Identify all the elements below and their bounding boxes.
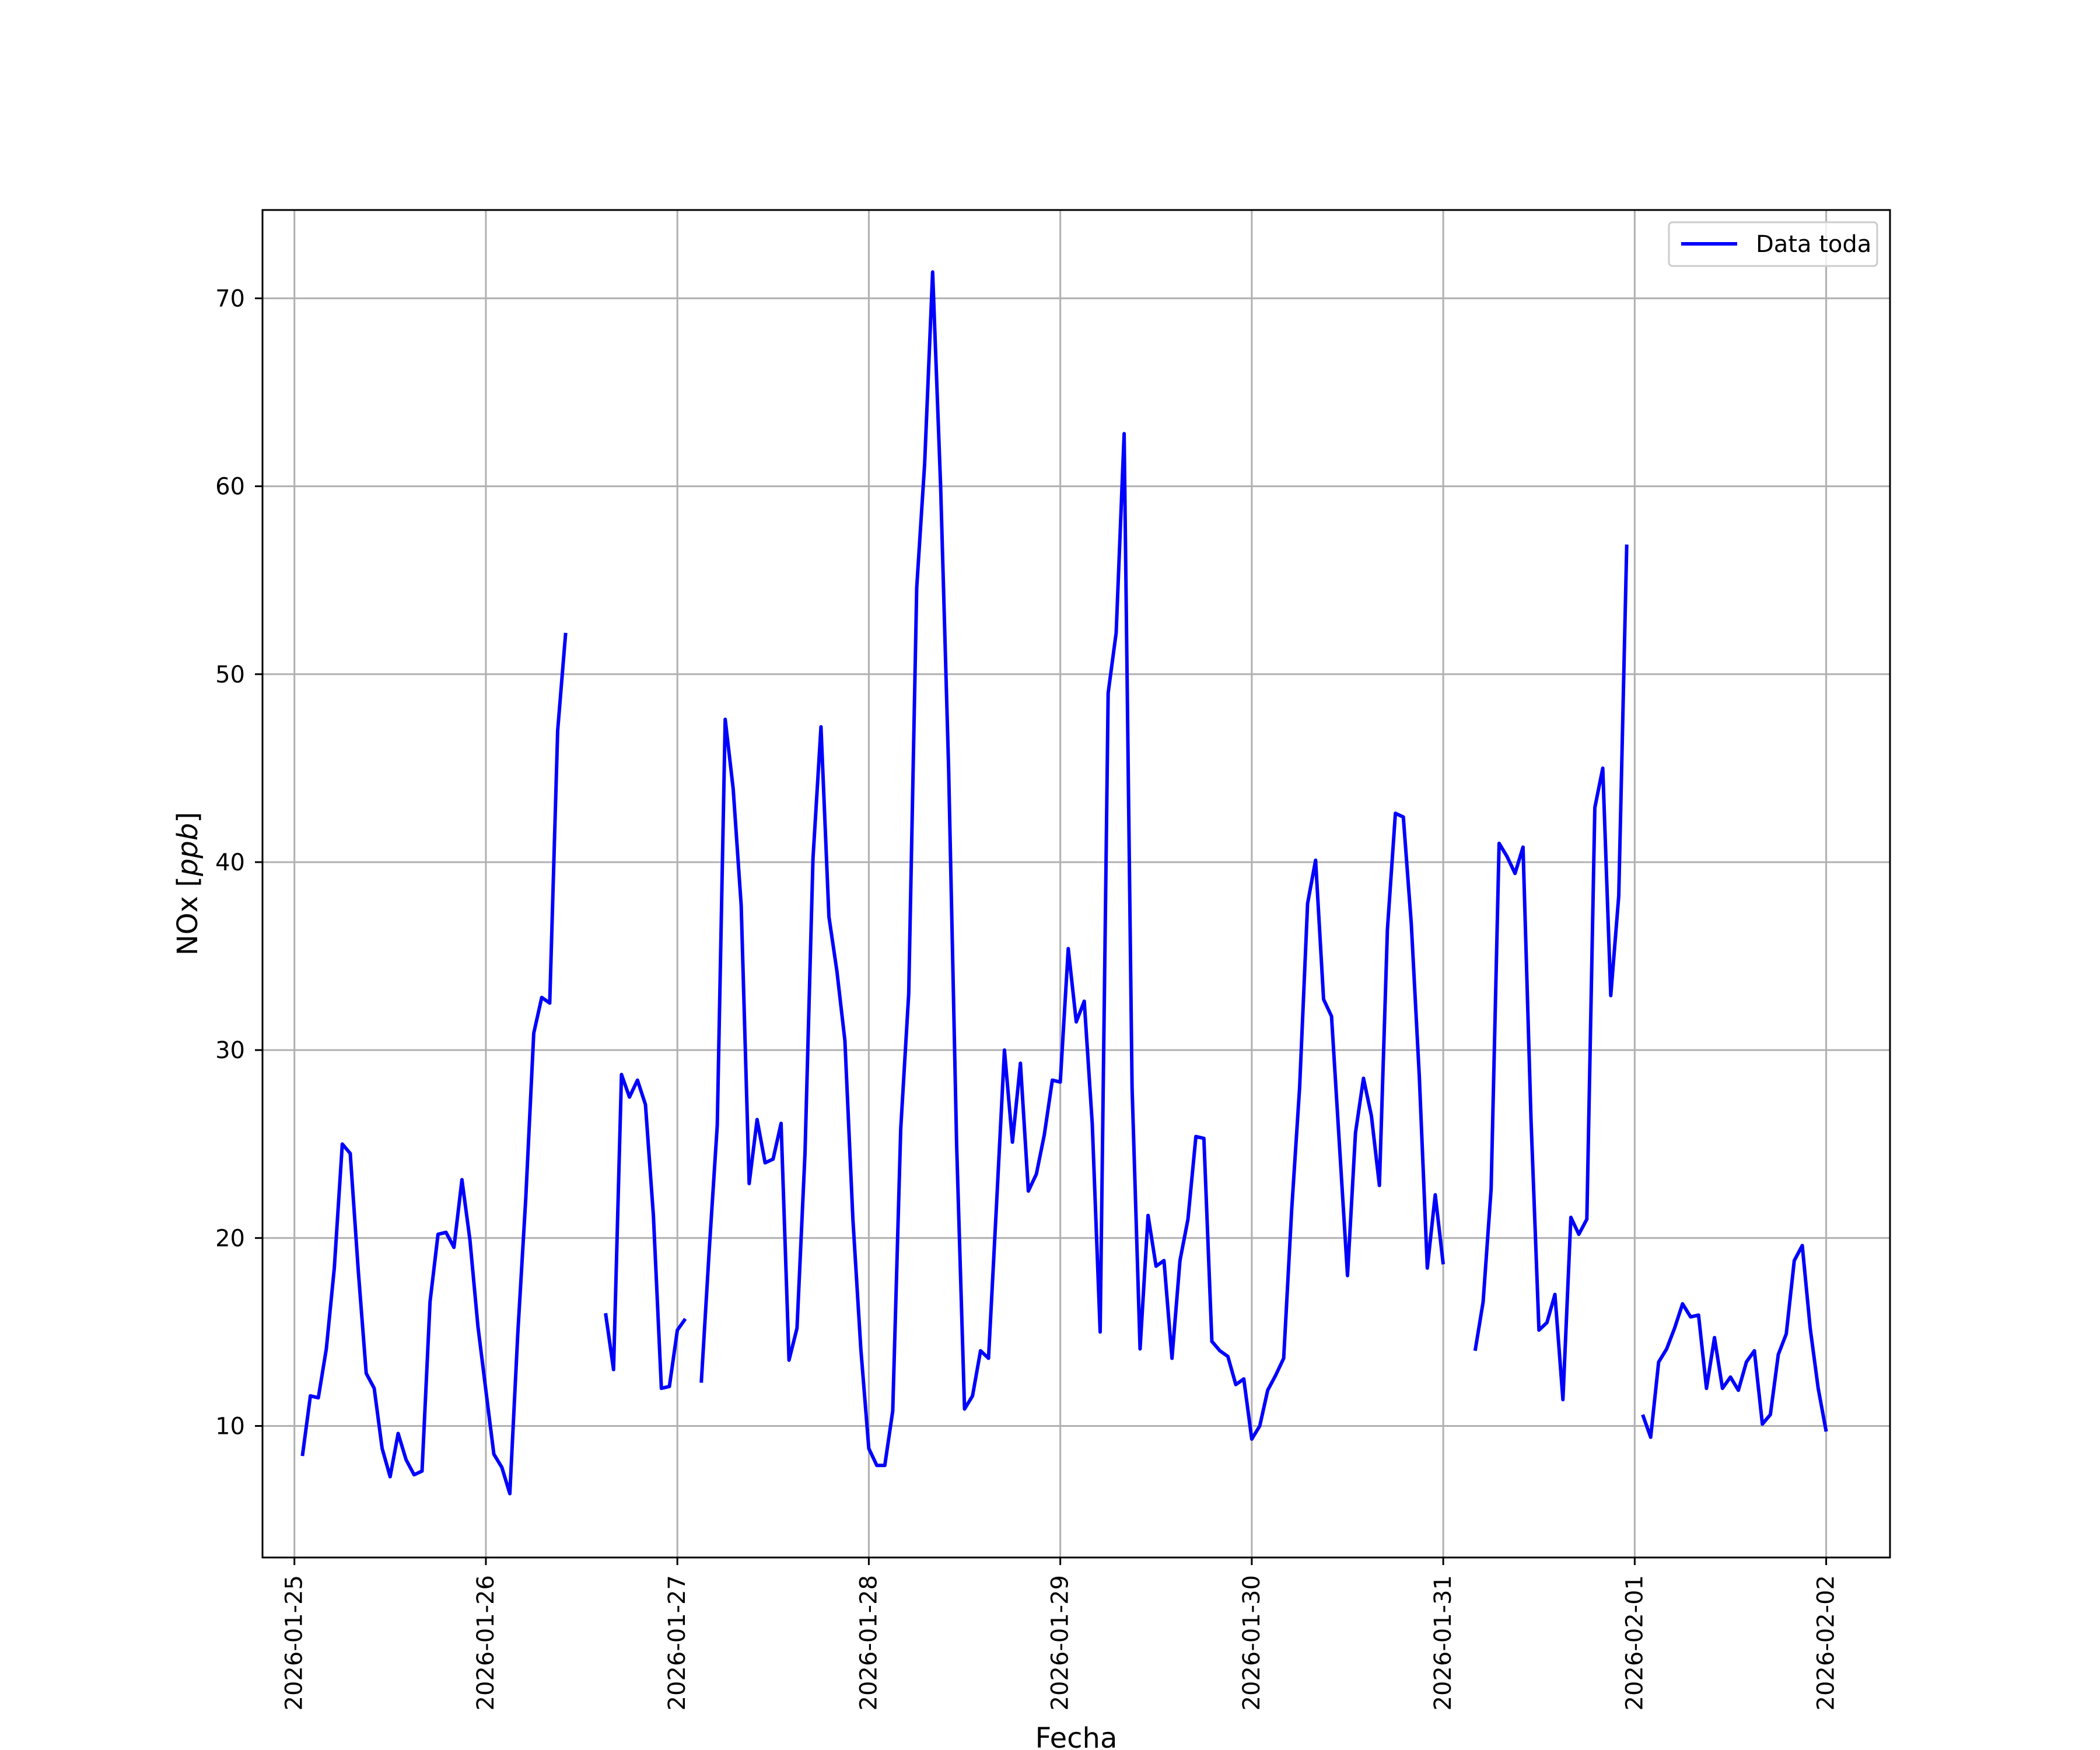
y-tick-label: 70 [215,285,245,312]
x-tick-label: 2026-01-25 [281,1575,308,1710]
y-tick-label: 60 [215,474,245,501]
y-tick-label: 30 [215,1037,245,1064]
legend-box [1668,221,1878,267]
y-tick-label: 40 [215,849,245,876]
x-tick-label: 2026-01-29 [1047,1575,1074,1710]
grid [262,210,1890,1558]
legend: Data toda [1668,221,1878,267]
x-tick-label: 2026-01-28 [855,1575,882,1710]
plot-frame [261,209,1891,1559]
ticks: 2026-01-25 2026-01-26 2026-01-27 2026-01-28… [215,285,1839,1710]
x-tick-label: 2026-02-01 [1621,1575,1648,1710]
x-tick-label: 2026-01-27 [664,1575,691,1710]
y-tick-label: 10 [215,1413,245,1440]
x-axis-label: Fecha [1035,1722,1118,1750]
x-tick-label: 2026-01-30 [1238,1575,1265,1710]
legend-label: Data toda [1756,231,1871,258]
x-tick-label: 2026-01-31 [1430,1575,1457,1710]
y-tick-label: 50 [215,662,245,688]
series-layer [300,270,1828,1496]
y-axis-label: NOx [ppb] [172,812,204,956]
series-line-0 [300,270,1828,1496]
x-tick-label: 2026-02-02 [1813,1575,1840,1710]
y-tick-label: 20 [215,1225,245,1252]
x-tick-label: 2026-01-26 [473,1575,499,1710]
